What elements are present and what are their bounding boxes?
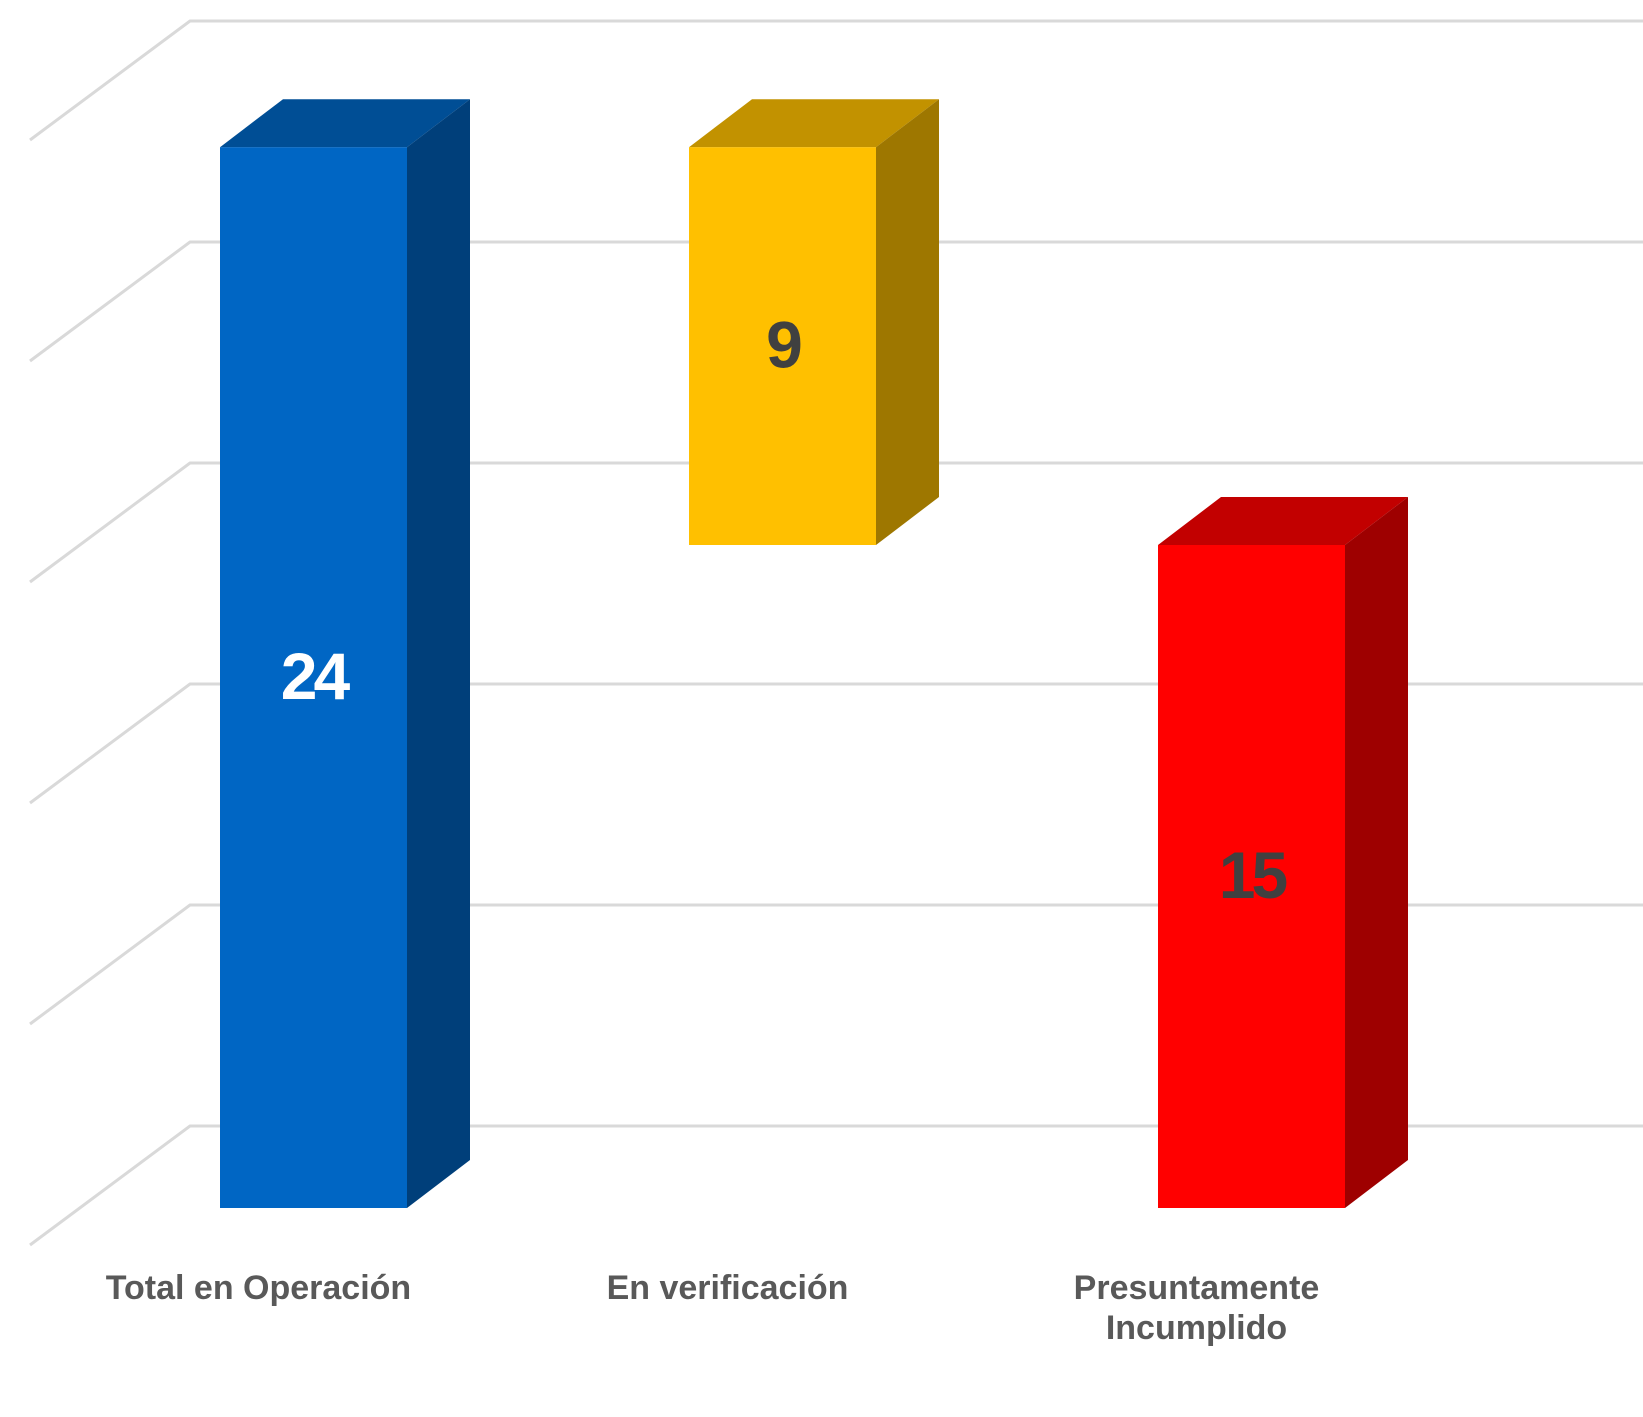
bar-side	[1345, 497, 1408, 1208]
bar	[689, 147, 876, 545]
data-label: 15	[1219, 838, 1287, 912]
bar	[1158, 545, 1345, 1208]
grid-line	[29, 240, 1643, 363]
grid-line	[29, 461, 1643, 584]
bar-side	[407, 99, 470, 1209]
x-tick-label: Total en Operación	[105, 1269, 412, 1307]
bar	[220, 147, 407, 1209]
bar-side	[876, 99, 939, 545]
x-tick-label: Presuntamente Incumplido	[1073, 1269, 1320, 1347]
data-label: 9	[766, 308, 801, 382]
grid-line	[29, 19, 1643, 142]
bar-top	[220, 99, 470, 148]
bar-top	[1158, 497, 1408, 545]
x-tick-label: En verificación	[606, 1269, 849, 1307]
data-label: 24	[281, 639, 351, 713]
bar-top	[689, 99, 939, 148]
